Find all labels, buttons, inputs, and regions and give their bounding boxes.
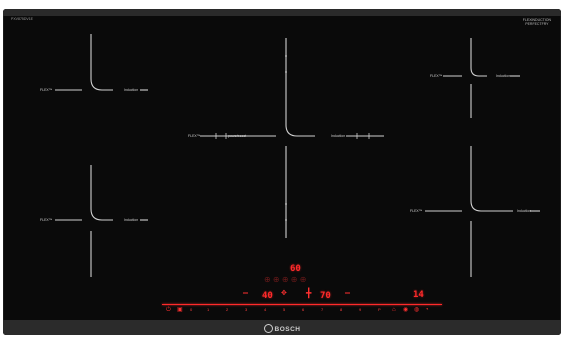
cooktop-glass: PXV875DV1E FLEXINDUCTION PERFECTFRY BOSC… — [3, 9, 561, 335]
timer-icon[interactable]: ✥ — [281, 290, 287, 297]
brand-logo: BOSCH — [3, 324, 561, 334]
slider-level-4[interactable]: 4 — [264, 307, 267, 312]
brand-name: BOSCH — [274, 326, 301, 334]
slider-level-1[interactable]: 1 — [207, 307, 210, 312]
flexinduction-logo: FLEXINDUCTION PERFECTFRY — [523, 18, 551, 26]
bosch-logo-icon — [263, 324, 273, 333]
power-slider[interactable] — [162, 304, 442, 305]
zone-label-c-flex: FLEX™ — [188, 134, 201, 138]
heat-icon[interactable]: ◍ — [414, 307, 420, 313]
zone-center — [285, 38, 315, 238]
zone-label-bl-flex: FLEX™ — [40, 218, 53, 222]
zone-top-left — [90, 34, 113, 91]
slider-level-3[interactable]: 3 — [245, 307, 248, 312]
plus-icon[interactable]: ╋ — [306, 288, 312, 298]
zone-label-bl-induction: Induction — [124, 218, 139, 222]
zone-label-tr-flex: FLEX™ — [430, 74, 443, 78]
slider-level-p[interactable]: P — [378, 307, 381, 312]
power-icon[interactable]: ⏻ — [166, 307, 171, 313]
zone-bottom-right — [470, 146, 513, 277]
display-mid-value: 70 — [320, 291, 331, 301]
zone-label-br-induction: Induction — [517, 209, 532, 213]
flexinduction-logo-line2: PERFECTFRY — [525, 22, 549, 26]
zone-selector-icon[interactable]: ⊕ ⊕ ⊕ ⊕ ⊕ — [264, 275, 307, 284]
favorite-icon[interactable]: ◉ — [403, 307, 409, 313]
slider-level-2[interactable]: 2 — [226, 307, 229, 312]
frame-bottom: BOSCH — [3, 320, 561, 335]
minus-icon[interactable]: ═ — [243, 290, 248, 297]
zone-top-right — [470, 38, 487, 118]
display-left-value: 40 — [262, 291, 273, 301]
flexinduction-logo-line1: FLEXINDUCTION — [522, 18, 551, 22]
child-lock-icon[interactable]: ▣ — [177, 307, 183, 313]
display-right-value: 14 — [413, 290, 424, 300]
display-top-value: 60 — [290, 264, 301, 274]
model-number: PXV875DV1E — [11, 17, 33, 21]
slider-level-9[interactable]: 9 — [359, 307, 362, 312]
slider-level-0[interactable]: 0 — [190, 307, 193, 312]
zone-label-c-induction: Induction — [331, 134, 346, 138]
slider-level-5[interactable]: 5 — [283, 307, 286, 312]
timer-clock-icon[interactable]: ◔ — [425, 307, 429, 313]
slider-level-6[interactable]: 6 — [302, 307, 305, 312]
zone-label-br-flex: FLEX™ — [410, 209, 423, 213]
frame-top — [3, 9, 561, 16]
zone-bottom-left — [90, 165, 113, 277]
zone-label-c-powerboost: powerboost — [228, 134, 247, 138]
zone-label-tl-flex: FLEX™ — [40, 88, 53, 92]
minus-icon-right[interactable]: ═ — [345, 290, 350, 297]
frying-sensor-icon[interactable]: ⌂ — [392, 307, 396, 313]
zone-label-tl-induction: Induction — [124, 88, 139, 92]
slider-level-7[interactable]: 7 — [321, 307, 324, 312]
slider-level-8[interactable]: 8 — [340, 307, 343, 312]
zone-label-tr-induction: Induction — [496, 74, 511, 78]
